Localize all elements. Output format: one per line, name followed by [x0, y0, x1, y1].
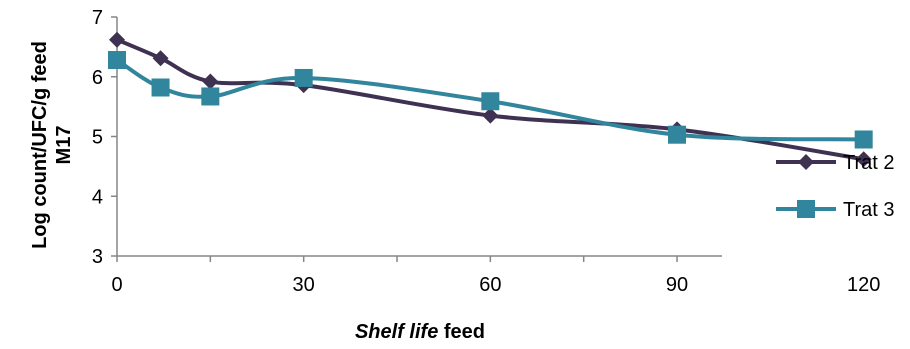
series-trat-3	[108, 51, 873, 149]
legend-item: Trat 2	[776, 152, 895, 174]
x-tick-label: 120	[847, 274, 880, 296]
data-point	[151, 78, 170, 97]
y-axis-title-line-1: Log count/UFC/g feed	[29, 41, 51, 249]
data-point	[668, 125, 687, 144]
y-axis-title-line-2: M17	[53, 126, 75, 165]
x-tick-label: 30	[293, 274, 315, 296]
legend-label: Trat 2	[843, 152, 895, 174]
series-line	[115, 58, 864, 142]
y-tick-label: 5	[92, 127, 103, 149]
x-tick-label: 90	[666, 274, 688, 296]
legend-label: Trat 3	[843, 199, 895, 221]
data-point	[482, 107, 499, 124]
data-point	[108, 51, 126, 70]
data-point	[202, 73, 219, 90]
data-point	[294, 68, 313, 87]
y-tick-label: 7	[92, 7, 103, 29]
legend: Trat 2 Trat 3	[776, 152, 895, 221]
x-tick-label: 0	[111, 274, 122, 296]
y-tick-label: 6	[92, 67, 103, 89]
x-axis-title-italic: Shelf life	[355, 321, 438, 343]
axes: 3 4 5 6 7 0 30 60 90 120	[92, 7, 880, 296]
legend-marker	[797, 200, 815, 218]
x-tick-label: 60	[479, 274, 501, 296]
x-axis-title: Shelf life feed	[355, 321, 485, 343]
data-point	[854, 130, 873, 149]
data-point	[855, 151, 872, 168]
series-layer	[108, 31, 873, 168]
data-point	[152, 50, 169, 67]
legend-marker	[798, 154, 814, 170]
y-tick-label: 4	[92, 186, 103, 208]
legend-item: Trat 3	[776, 199, 895, 221]
data-point	[109, 31, 125, 48]
data-point	[481, 92, 500, 111]
data-point	[201, 87, 220, 106]
x-axis-title-rest: feed	[438, 321, 485, 343]
y-axis-title: Log count/UFC/g feed M17	[29, 41, 75, 249]
y-tick-label: 3	[92, 246, 103, 268]
series-line	[116, 37, 864, 162]
